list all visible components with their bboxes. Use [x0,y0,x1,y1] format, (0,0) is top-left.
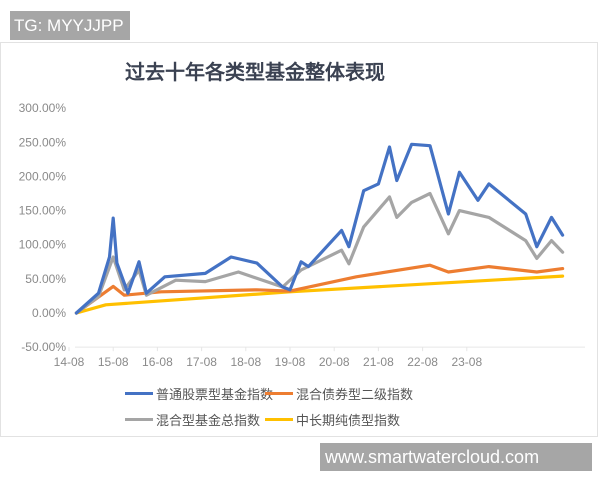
x-tick-label: 15-08 [98,355,129,369]
legend-label: 普通股票型基金指数 [156,388,274,403]
legend-item-stock: 普通股票型基金指数 [125,384,273,403]
y-tick-label: 50.00% [25,272,66,286]
y-tick-label: 150.00% [19,204,67,218]
x-tick-label: 23-08 [451,355,482,369]
x-tick-label: 16-08 [142,355,173,369]
legend-label: 中长期纯债型指数 [296,414,401,429]
x-tick-label: 18-08 [230,355,261,369]
legend-label: 混合债券型二级指数 [296,388,414,403]
legend-swatch-pure-bond [265,418,293,421]
legend-swatch-hybrid [125,418,153,421]
legend-label: 混合型基金总指数 [156,414,261,429]
series-line-1 [74,263,565,315]
series-line-2 [74,191,565,315]
chart-frame [0,42,598,437]
y-tick-label: 200.00% [19,169,67,183]
series-line-3 [74,274,565,315]
legend-swatch-bond-mixed [265,392,293,395]
x-tick-label: 22-08 [407,355,438,369]
x-tick-label: 14-08 [54,355,85,369]
x-tick-label: 19-08 [275,355,306,369]
y-tick-label: 300.00% [19,101,67,115]
y-tick-label: 250.00% [19,135,67,149]
y-tick-label: 100.00% [19,238,67,252]
x-tick-label: 21-08 [363,355,394,369]
chart-title: 过去十年各类型基金整体表现 [125,60,385,84]
watermark-bottom: www.smartwatercloud.com [320,443,592,471]
x-tick-label: 20-08 [319,355,350,369]
y-tick-label: -50.00% [21,340,66,354]
legend-item-pure-bond: 中长期纯债型指数 [265,410,400,429]
legend-item-hybrid: 混合型基金总指数 [125,410,260,429]
y-tick-label: 0.00% [32,306,66,320]
legend-item-bond-mixed: 混合债券型二级指数 [265,384,413,403]
watermark-top: TG: MYYJJPP [10,11,130,40]
series-line-0 [74,142,565,315]
x-tick-label: 17-08 [186,355,217,369]
legend-swatch-stock [125,392,153,395]
